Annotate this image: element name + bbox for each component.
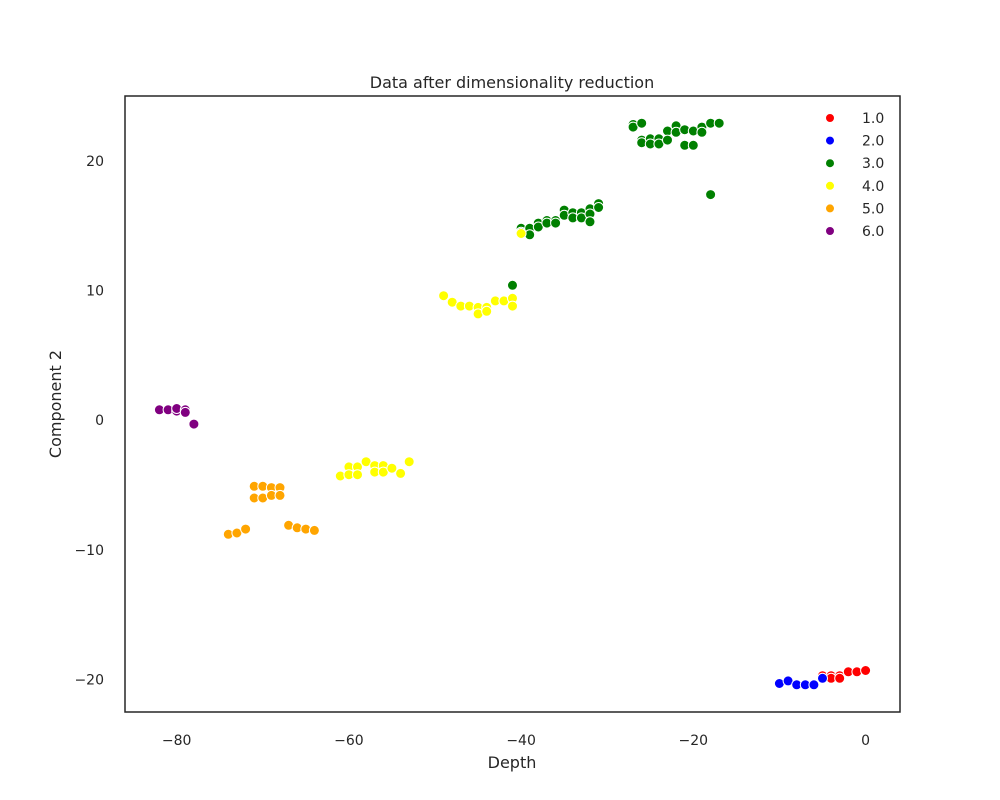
legend-marker-4.0 <box>825 180 835 191</box>
point-series-4.0-4 <box>352 469 363 481</box>
point-series-3.0-43 <box>713 117 725 129</box>
legend-marker-6.0 <box>825 226 835 236</box>
y-tick-label: 20 <box>86 154 104 170</box>
point-series-2.0-4 <box>808 679 820 691</box>
x-tick-label: −40 <box>506 733 536 749</box>
point-series-4.0-11 <box>395 467 407 479</box>
y-tick-label: 0 <box>95 413 104 429</box>
legend-label-5.0: 5.0 <box>862 201 884 217</box>
y-axis-ticks: −20 −10 0 10 20 <box>74 154 104 689</box>
point-series-3.0-42 <box>705 189 717 201</box>
point-series-5.0-14 <box>308 524 320 536</box>
point-series-4.0-24 <box>507 300 518 312</box>
y-axis-label: Component 2 <box>46 350 65 458</box>
y-tick-label: −10 <box>74 543 104 559</box>
legend-label-4.0: 4.0 <box>862 179 884 195</box>
point-series-4.0-12 <box>403 456 415 468</box>
x-tick-label: −20 <box>679 733 709 749</box>
chart-title: Data after dimensionality reduction <box>370 73 654 92</box>
point-series-1.0-7 <box>860 665 872 676</box>
point-series-3.0-38 <box>687 139 699 151</box>
legend-marker-3.0 <box>825 158 835 169</box>
point-series-5.0-10 <box>274 489 286 501</box>
x-tick-label: 0 <box>861 733 870 749</box>
point-series-3.0-0 <box>507 279 518 291</box>
legend-marker-2.0 <box>825 135 835 146</box>
point-series-6.0-5 <box>179 406 191 418</box>
point-series-3.0-19 <box>584 216 596 228</box>
point-series-2.0-5 <box>817 672 828 684</box>
point-series-3.0-24 <box>636 117 648 129</box>
point-series-3.0-40 <box>696 126 708 138</box>
x-axis-label: Depth <box>488 753 537 772</box>
point-series-3.0-21 <box>593 202 605 213</box>
point-series-4.0-10 <box>386 462 398 474</box>
point-series-5.0-2 <box>240 523 252 535</box>
y-tick-label: −20 <box>74 673 104 689</box>
point-series-3.0-32 <box>662 134 673 146</box>
plot-frame <box>124 95 901 713</box>
point-series-3.0-10 <box>550 217 562 229</box>
point-series-4.0-13 <box>438 290 450 302</box>
legend-marker-5.0 <box>825 203 835 214</box>
x-tick-label: −60 <box>334 733 364 749</box>
x-axis-ticks: −80 −60 −40 −20 0 <box>162 733 870 749</box>
legend-label-1.0: 1.0 <box>862 111 884 127</box>
legend: 1.0 2.0 3.0 4.0 5.0 6.0 <box>825 111 884 240</box>
point-series-4.0-25 <box>515 228 527 239</box>
point-series-6.0-6 <box>188 418 200 430</box>
legend-label-6.0: 6.0 <box>862 224 884 240</box>
y-tick-label: 10 <box>86 284 104 300</box>
legend-label-2.0: 2.0 <box>862 134 884 150</box>
legend-marker-1.0 <box>825 113 835 123</box>
point-series-1.0-4 <box>834 672 846 684</box>
point-series-4.0-20 <box>481 305 493 317</box>
x-tick-label: −80 <box>162 733 192 749</box>
points-layer <box>153 117 872 691</box>
legend-label-3.0: 3.0 <box>862 156 884 172</box>
